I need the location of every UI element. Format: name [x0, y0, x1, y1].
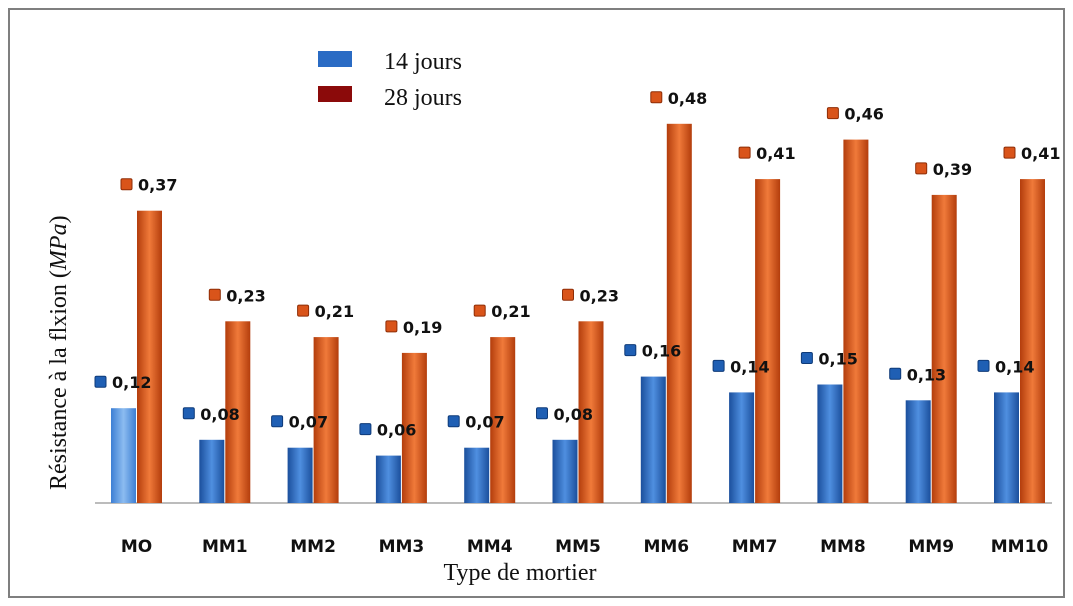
- data-label: 0,41: [756, 144, 795, 163]
- legend: 14 jours 28 jours: [318, 49, 462, 111]
- data-label: 0,15: [818, 350, 857, 369]
- data-label-marker: [94, 375, 107, 388]
- y-axis-title-main: Résistance à la flxion: [46, 278, 72, 490]
- bar-14-jours-mm5: [552, 439, 578, 503]
- data-label: 0,08: [200, 405, 239, 424]
- data-label: 0,39: [933, 160, 972, 179]
- legend-label-14-jours: 14 jours: [384, 49, 462, 75]
- data-label-marker: [385, 320, 398, 333]
- data-label: 0,14: [995, 357, 1034, 376]
- data-label-marker: [889, 367, 902, 380]
- chart-frame: [8, 8, 1065, 598]
- bar-28-jours-mm10: [1020, 179, 1045, 503]
- data-label-marker: [182, 407, 195, 420]
- data-label-marker: [800, 352, 813, 364]
- data-label-marker: [1003, 146, 1016, 159]
- data-label: 0,46: [844, 105, 883, 124]
- legend-swatch-28-jours: [318, 86, 352, 102]
- x-tick-label: MM6: [643, 537, 689, 557]
- bar-28-jours-mm8: [843, 139, 869, 503]
- data-label: 0,21: [315, 302, 354, 321]
- data-label: 0,12: [112, 373, 151, 392]
- x-tick-label: MO: [121, 537, 152, 557]
- data-label-marker: [712, 359, 725, 372]
- x-tick-label: MM5: [555, 537, 601, 557]
- data-label: 0,14: [730, 357, 769, 376]
- data-label: 0,48: [668, 89, 707, 108]
- data-label-marker: [447, 415, 460, 428]
- x-tick-label: MM10: [991, 537, 1049, 557]
- data-label-marker: [473, 304, 486, 317]
- data-label: 0,13: [907, 365, 946, 384]
- x-tick-label: MM2: [290, 537, 336, 557]
- data-label-marker: [297, 304, 310, 317]
- bar-28-jours-mm7: [755, 179, 781, 503]
- bar-28-jours-mm3: [401, 352, 427, 503]
- bar-28-jours-mo: [137, 210, 162, 503]
- data-label-marker: [650, 91, 663, 104]
- data-label-marker: [738, 146, 751, 159]
- data-label-marker: [624, 344, 637, 357]
- legend-swatch-14-jours: [318, 51, 352, 67]
- bar-14-jours-mm9: [905, 400, 931, 503]
- bar-14-jours-mo: [111, 408, 136, 503]
- bar-28-jours-mm1: [225, 321, 251, 503]
- bar-14-jours-mm8: [817, 384, 843, 503]
- data-label-marker: [826, 107, 839, 120]
- bar-14-jours-mm10: [994, 392, 1019, 503]
- data-label: 0,19: [403, 318, 442, 337]
- data-label-marker: [977, 359, 990, 372]
- bar-14-jours-mm6: [640, 376, 666, 503]
- data-label-marker: [915, 162, 928, 175]
- x-tick-label: MM8: [820, 537, 866, 557]
- data-label: 0,07: [465, 413, 504, 432]
- x-tick-label: MM9: [908, 537, 954, 557]
- bars-layer: [111, 123, 1045, 504]
- bar-28-jours-mm4: [490, 337, 516, 503]
- bar-28-jours-mm9: [931, 194, 957, 503]
- data-labels-layer: 0,12 0,37 0,08 0,23 0,07 0,21 0,06 0,19 0,07 0,21…: [94, 89, 1060, 440]
- y-axis-title: Résistance à la flxion (MPa): [46, 215, 72, 490]
- data-label: 0,41: [1021, 144, 1060, 163]
- data-label: 0,23: [580, 286, 619, 305]
- data-label-marker: [536, 407, 548, 420]
- bar-14-jours-mm7: [729, 392, 755, 503]
- data-label: 0,16: [642, 342, 681, 361]
- data-label-marker: [359, 423, 372, 436]
- bar-28-jours-mm5: [578, 321, 604, 503]
- x-tick-label: MM7: [732, 537, 778, 557]
- data-label: 0,23: [226, 286, 265, 305]
- data-label: 0,37: [138, 176, 177, 195]
- x-tick-label: MM4: [467, 537, 513, 557]
- x-axis-title: Type de mortier: [444, 560, 597, 586]
- bar-14-jours-mm1: [199, 439, 225, 503]
- data-label: 0,08: [554, 405, 593, 424]
- bar-28-jours-mm2: [313, 337, 339, 503]
- data-label-marker: [120, 178, 133, 191]
- data-label: 0,06: [377, 421, 416, 440]
- bar-14-jours-mm4: [464, 447, 490, 503]
- x-tick-label: MM1: [202, 537, 248, 557]
- x-tick-label: MM3: [379, 537, 425, 557]
- data-label-marker: [562, 288, 574, 301]
- bar-14-jours-mm2: [287, 447, 313, 503]
- data-label: 0,21: [491, 302, 530, 321]
- data-label-marker: [208, 288, 221, 301]
- x-tick-labels: MO MM1 MM2 MM3 MM4 MM5 MM6 MM7 MM8 MM9 MM10: [121, 537, 1049, 557]
- data-label-marker: [271, 415, 284, 428]
- y-axis-title-unit: MPa: [46, 223, 72, 271]
- data-label: 0,07: [289, 413, 328, 432]
- legend-label-28-jours: 28 jours: [384, 85, 462, 111]
- bar-14-jours-mm3: [375, 455, 401, 503]
- bar-28-jours-mm6: [666, 123, 692, 504]
